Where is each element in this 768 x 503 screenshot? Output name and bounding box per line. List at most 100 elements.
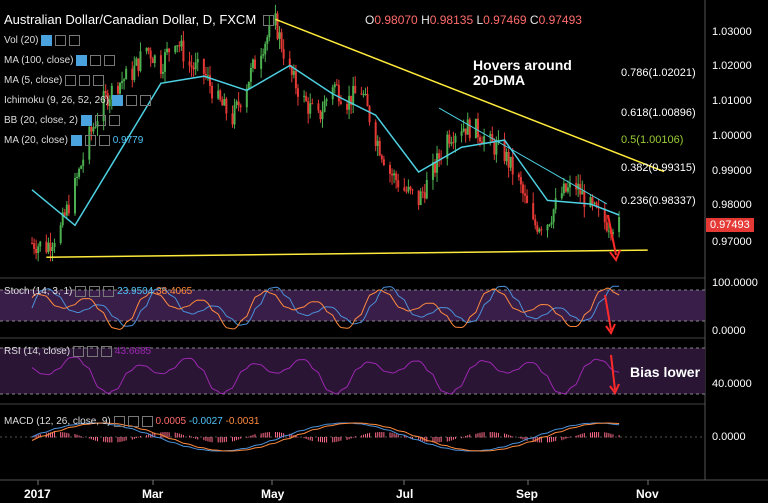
bias-arrowhead-price xyxy=(609,249,621,263)
eye-icon[interactable] xyxy=(70,135,82,146)
eye-icon[interactable] xyxy=(113,416,125,427)
macd-axis: 0.0000 xyxy=(712,431,746,443)
candle-body xyxy=(564,183,567,192)
close-icon[interactable] xyxy=(103,286,115,297)
candle-body xyxy=(335,84,338,86)
indicator-vol[interactable]: Vol (20) xyxy=(4,35,81,46)
eye-icon[interactable] xyxy=(41,35,53,46)
candle-body xyxy=(133,65,136,80)
ohlc-readout: O0.98070 H0.98135 L0.97469 C0.97493 xyxy=(365,13,582,27)
gear-icon[interactable] xyxy=(87,346,99,357)
eye-icon[interactable] xyxy=(76,55,88,66)
eye-icon[interactable] xyxy=(112,95,124,106)
candle-body xyxy=(466,119,469,135)
indicator-ma100[interactable]: MA (100, close) xyxy=(4,55,116,66)
macd-hist-bar xyxy=(524,437,526,441)
macd-hist-bar xyxy=(489,432,491,438)
last-price-tag: 0.97493 xyxy=(706,218,754,232)
macd-hist-bar xyxy=(291,434,293,438)
candle-body xyxy=(149,50,152,59)
gear-icon[interactable] xyxy=(55,35,67,46)
gear-icon[interactable] xyxy=(126,95,138,106)
gear-icon[interactable] xyxy=(90,55,102,66)
indicator-ma5[interactable]: MA (5, close) xyxy=(4,75,105,87)
close-icon[interactable] xyxy=(141,416,153,427)
macd-hist-bar xyxy=(189,435,191,438)
macd-hist-bar xyxy=(397,434,399,438)
macd-hist-bar xyxy=(289,433,291,438)
close-icon[interactable] xyxy=(93,75,105,86)
macd-hist-bar xyxy=(364,433,366,438)
macd-hist-bar xyxy=(336,437,338,442)
eye-icon[interactable] xyxy=(65,75,77,86)
indicator-ichimoku[interactable]: Ichimoku (9, 26, 52, 26) xyxy=(4,95,152,106)
candle-body xyxy=(368,106,371,123)
close-icon[interactable] xyxy=(101,346,113,357)
macd-hist-bar xyxy=(88,437,90,439)
macd-hist-bar xyxy=(283,433,285,438)
candle-body xyxy=(151,58,154,64)
candle-body xyxy=(507,151,510,168)
macd-hist-bar xyxy=(297,436,299,438)
indicator-ma5-label: MA (5, close) xyxy=(4,75,63,87)
macd-hist-bar xyxy=(268,432,270,438)
macd-hist-bar xyxy=(512,436,514,438)
candle-body xyxy=(35,248,38,253)
candle-body xyxy=(288,58,291,67)
macd-hist-bar xyxy=(618,435,620,438)
macd-hist-bar xyxy=(123,437,125,442)
macd-hist-bar xyxy=(66,432,68,438)
candle-body xyxy=(251,59,254,68)
macd-hist-bar xyxy=(238,437,240,440)
x-label-mar: Mar xyxy=(142,487,164,501)
close-icon[interactable] xyxy=(98,135,110,146)
macd-header[interactable]: MACD (12, 26, close, 9) 0.0005 -0.0027 -… xyxy=(4,416,260,427)
stoch-d-value: 38.4065 xyxy=(156,286,193,298)
candle-body xyxy=(125,68,128,80)
macd-hist-bar xyxy=(111,437,113,443)
macd-hist-bar xyxy=(506,434,508,438)
indicator-bb-label: BB (20, close, 2) xyxy=(4,115,78,127)
indicator-bb[interactable]: BB (20, close, 2) xyxy=(4,115,120,126)
candle-body xyxy=(546,225,549,231)
candle-body xyxy=(131,68,134,80)
eye-icon[interactable] xyxy=(75,286,87,297)
candle-body xyxy=(53,243,56,248)
candle-body xyxy=(192,67,195,70)
rsi-header[interactable]: RSI (14, close) 43.6685 xyxy=(4,346,151,357)
macd-hist-bar xyxy=(162,432,164,438)
candle-body xyxy=(325,99,328,102)
close-icon[interactable] xyxy=(69,35,81,46)
candle-body xyxy=(180,40,183,47)
candle-body xyxy=(411,189,414,191)
macd-hist-bar xyxy=(547,437,548,443)
candle-body xyxy=(237,101,240,106)
indicator-ma20[interactable]: MA (20, close) 0.9779 xyxy=(4,135,143,146)
gear-icon[interactable] xyxy=(89,286,101,297)
close-icon[interactable] xyxy=(108,115,120,126)
eye-icon[interactable] xyxy=(80,115,92,126)
macd-hist-bar xyxy=(39,433,41,438)
candle-body xyxy=(431,162,434,180)
stoch-k-value: 23.9504 xyxy=(117,286,154,298)
short-trendline xyxy=(438,107,608,205)
close-icon[interactable] xyxy=(140,95,152,106)
macd-hist-bar xyxy=(608,433,610,438)
macd-hist-bar xyxy=(450,437,452,441)
gear-icon[interactable] xyxy=(84,135,96,146)
gear-icon[interactable] xyxy=(79,75,91,86)
macd-hist-bar xyxy=(90,437,92,440)
trendlines-group xyxy=(46,18,665,258)
settings-icon[interactable] xyxy=(262,15,274,27)
gear-icon[interactable] xyxy=(94,115,106,126)
macd-hist-bar xyxy=(561,437,563,441)
gear-icon[interactable] xyxy=(127,416,139,427)
macd-hist-bar xyxy=(551,437,553,442)
stoch-header[interactable]: Stoch (14, 3, 1) 23.9504 38.4065 xyxy=(4,286,192,297)
macd-hist-bar xyxy=(332,437,334,443)
eye-icon[interactable] xyxy=(73,346,85,357)
candle-body xyxy=(182,40,185,62)
macd-hist-bar xyxy=(579,434,581,438)
close-icon[interactable] xyxy=(104,55,116,66)
candle-body xyxy=(90,126,93,132)
